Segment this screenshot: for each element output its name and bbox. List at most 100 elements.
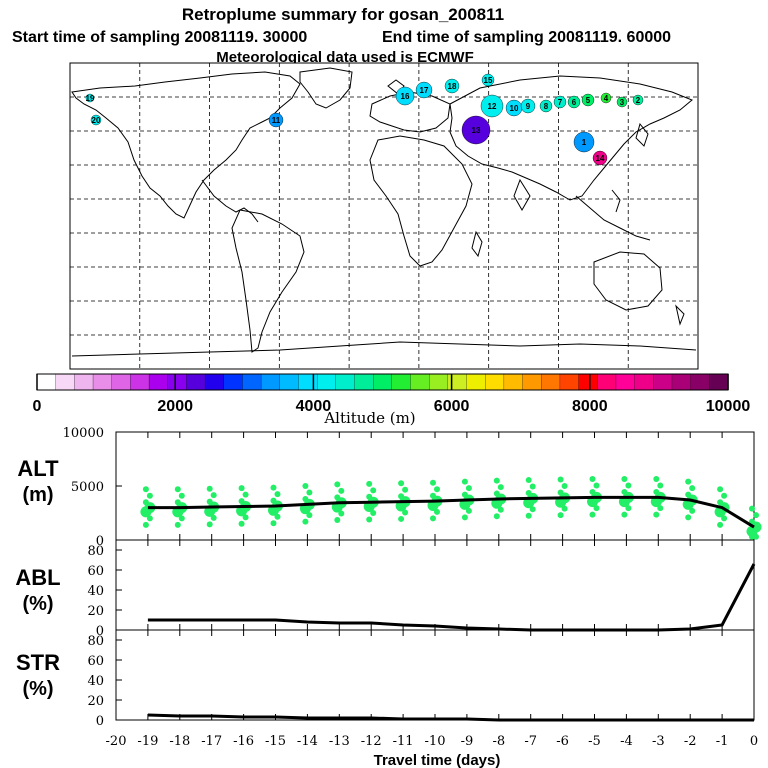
colorbar-tick-label: 10000	[706, 398, 751, 415]
alt-scatter-point	[274, 513, 281, 520]
alt-scatter-point	[657, 482, 664, 489]
alt-scatter-point	[306, 512, 313, 519]
colorbar-cell	[92, 373, 113, 391]
alt-scatter-point	[434, 486, 440, 493]
x-tick-label: -3	[652, 734, 665, 749]
alt-scatter-point	[685, 514, 692, 521]
alt-scatter-point	[525, 512, 532, 519]
alt-scatter-point	[493, 477, 500, 484]
alt-scatter-point	[465, 485, 472, 492]
alt-scatter-point	[270, 484, 277, 491]
alt-scatter-point	[685, 491, 692, 498]
alt-scatter-point	[210, 514, 217, 521]
end-time-label: End time of sampling 20081119. 60000	[382, 29, 671, 46]
alt-scatter-point	[561, 483, 568, 489]
x-tick-label: -19	[137, 734, 158, 749]
alt-scatter-point	[306, 489, 313, 496]
alt-scatter-point	[561, 505, 568, 512]
str-ytick-label: 0	[96, 714, 104, 729]
alt-scatter-point	[178, 492, 185, 499]
x-tick-label: -1	[716, 734, 729, 749]
plume-label: 14	[596, 154, 605, 163]
str-ytick-label: 60	[87, 654, 104, 669]
x-tick-label: -12	[361, 734, 382, 749]
alt-scatter-point	[465, 507, 472, 514]
time-series-panels: ALT (m) ABL (%) STR (%) 10000 5000 0 80 60 4…	[15, 426, 762, 768]
alt-scatter-point	[366, 516, 373, 523]
alt-scatter-point	[242, 514, 249, 521]
alt-scatter-point	[589, 511, 596, 518]
plume-markers: 16 17 18 15 13 12 10 9 8 7 6 5 4 3 2 1 14 11 20 19	[86, 73, 644, 166]
alt-scatter-point	[366, 480, 373, 487]
colorbar-cell	[186, 373, 206, 391]
plume-label: 12	[488, 102, 497, 111]
x-tick-label: -11	[393, 734, 414, 749]
x-tick-label: -15	[265, 734, 286, 749]
colorbar-cell	[148, 373, 169, 391]
alt-scatter-point	[593, 482, 600, 489]
abl-ylabel: ABL	[15, 565, 60, 590]
plume-label: 5	[586, 96, 591, 105]
alt-scatter-point	[402, 509, 409, 516]
x-tick-label: -14	[297, 734, 318, 749]
plume-label: 7	[558, 98, 563, 107]
alt-scatter-point	[493, 513, 500, 520]
colorbar-cell	[74, 373, 94, 391]
alt-scatter-point	[589, 488, 596, 495]
colorbar-cell	[466, 373, 486, 391]
alt-scatter-point	[206, 485, 213, 492]
colorbar-cell	[298, 373, 318, 391]
alt-scatter-point	[370, 510, 377, 516]
alt-scatter-point	[206, 498, 213, 505]
alt-scatter-point	[434, 508, 440, 515]
alt-scatter-point	[430, 515, 436, 522]
plume-marker	[90, 114, 102, 126]
alt-scatter-point	[210, 492, 217, 499]
alt-scatter-point	[142, 499, 149, 506]
alt-scatter-point	[398, 515, 405, 522]
colorbar-cell	[653, 373, 673, 391]
abl-ytick-label: 40	[87, 584, 104, 599]
alt-scatter-point	[689, 507, 696, 514]
alt-median-line	[147, 495, 755, 529]
plume-label: 2	[636, 96, 641, 105]
x-tick-label: -13	[329, 734, 350, 749]
alt-scatter-point	[238, 498, 245, 505]
plume-label: 1	[582, 138, 587, 147]
alt-scatter-point	[302, 483, 309, 489]
str-ylabel: STR	[16, 650, 60, 675]
abl-ytick-label: 60	[87, 564, 104, 579]
plume-label: 20	[92, 116, 101, 125]
alt-scatter-point	[689, 485, 696, 492]
alt-scatter-point	[142, 486, 149, 493]
x-tick-label: -7	[524, 734, 537, 749]
alt-ytick-label: 0	[96, 534, 104, 549]
colorbar-cell	[578, 373, 598, 391]
alt-scatter-point	[589, 475, 596, 482]
colorbar-tick-label: 0	[33, 398, 42, 415]
start-time-label: Start time of sampling 20081119. 30000	[12, 29, 307, 46]
alt-scatter-point	[398, 493, 405, 500]
colorbar-cell	[410, 373, 430, 391]
colorbar-cell	[485, 373, 505, 391]
colorbar-cell	[130, 373, 150, 391]
alt-scatter-point	[461, 514, 468, 521]
alt-scatter-point	[621, 511, 628, 518]
plume-marker	[520, 98, 536, 114]
colorbar-cell	[597, 373, 617, 391]
plume-label: 18	[448, 82, 457, 91]
plume-marker	[581, 93, 595, 107]
alt-scatter-point	[338, 510, 345, 517]
plume-label: 9	[526, 102, 531, 111]
plume-marker	[415, 81, 433, 99]
map-frame	[69, 62, 699, 370]
alt-scatter-point	[334, 517, 341, 524]
colorbar-cell	[522, 373, 542, 391]
alt-scatter-point	[493, 490, 500, 497]
colorbar-cell	[111, 373, 132, 391]
colorbar-tick-label: 2000	[157, 398, 193, 415]
alt-scatter-point	[653, 488, 660, 495]
plume-marker	[632, 94, 644, 106]
plume-label: 4	[604, 94, 609, 103]
altitude-colorbar: 0 2000 4000 6000 8000 10000 Altitude (m)	[33, 373, 751, 427]
